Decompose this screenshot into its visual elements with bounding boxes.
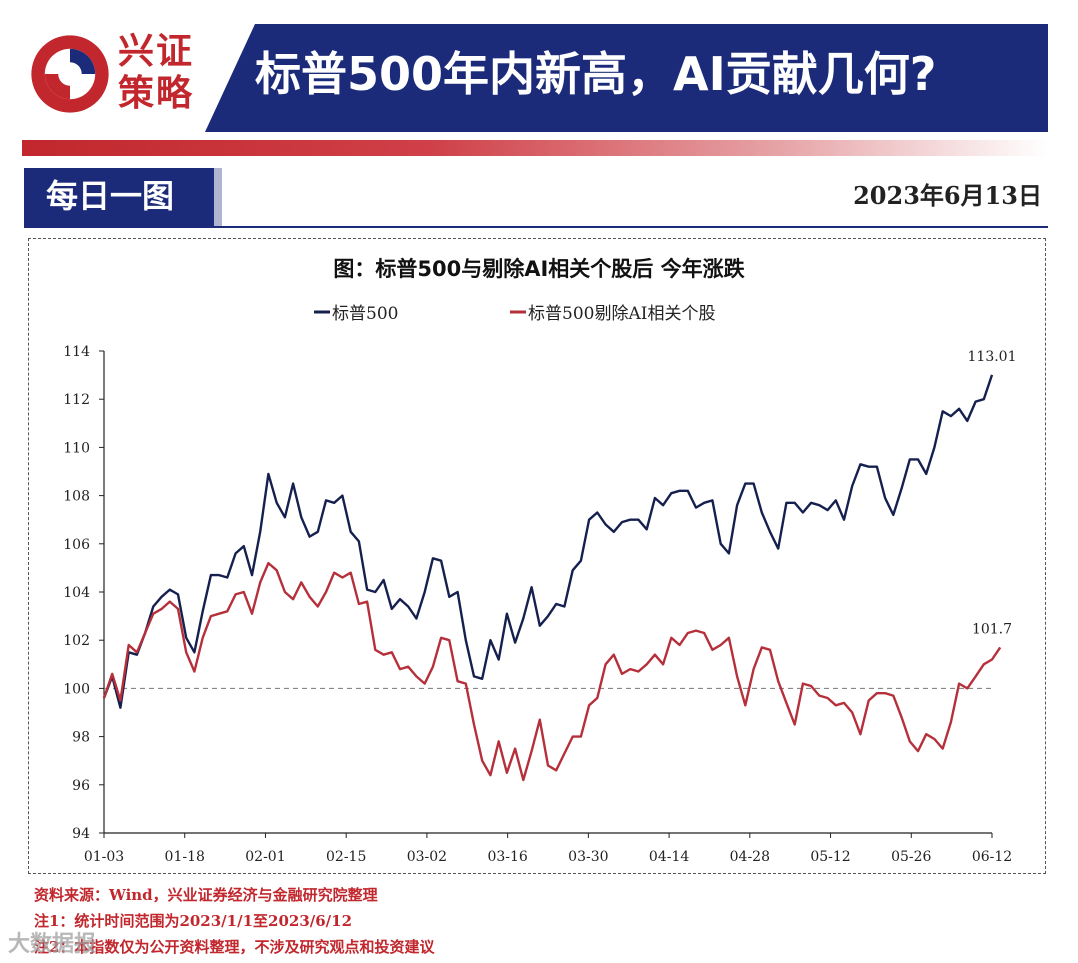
end-value-label: 101.7: [972, 621, 1012, 637]
y-tick-label: 108: [63, 489, 90, 505]
section-header-accent: [214, 168, 222, 226]
y-tick-label: 112: [63, 392, 90, 408]
y-tick-label: 96: [72, 778, 90, 794]
title-banner: [205, 24, 1048, 132]
footnotes: 资料来源：Wind，兴业证券经济与金融研究院整理 注1：统计时间范围为2023/…: [34, 882, 934, 960]
chart-frame: [28, 238, 1046, 874]
x-tick-label: 01-03: [84, 849, 124, 865]
y-tick-label: 100: [63, 681, 90, 697]
legend-label: 标普500: [332, 304, 398, 324]
chart-title: 图：标普500与剔除AI相关个股后 今年涨跌: [333, 257, 745, 281]
brand-name-line2: 策略: [118, 72, 195, 114]
y-tick-label: 104: [63, 585, 90, 601]
x-tick-label: 04-14: [649, 849, 689, 865]
y-tick-label: 114: [63, 344, 90, 360]
y-tick-label: 102: [63, 633, 90, 649]
brand-logo-icon: [31, 35, 109, 113]
page-title: 标普500年内新高，AI贡献几何?: [255, 47, 937, 101]
series-line-sp500-ex-ai: [102, 561, 1002, 782]
x-tick-label: 06-12: [972, 849, 1012, 865]
x-tick-label: 04-28: [730, 849, 770, 865]
x-tick-label: 01-18: [165, 849, 205, 865]
end-value-label: 113.01: [968, 349, 1017, 365]
footnote-2: 注2：本指数仅为公开资料整理，不涉及研究观点和投资建议: [34, 938, 435, 956]
divider-bar: [22, 140, 1048, 156]
brand-name-line1: 兴证: [118, 30, 195, 72]
x-tick-label: 03-16: [487, 849, 527, 865]
footnote-source: 资料来源：Wind，兴业证券经济与金融研究院整理: [34, 886, 378, 904]
x-tick-label: 02-01: [245, 849, 285, 865]
y-tick-label: 98: [72, 730, 90, 746]
section-title: 每日一图: [46, 177, 175, 215]
section-underline: [24, 226, 1048, 228]
footnote-1: 注1：统计时间范围为2023/1/1至2023/6/12: [34, 912, 353, 930]
y-tick-label: 94: [72, 826, 90, 842]
x-tick-label: 02-15: [326, 849, 366, 865]
legend-label: 标普500剔除AI相关个股: [528, 304, 715, 324]
y-tick-label: 110: [63, 440, 90, 456]
x-tick-label: 03-02: [407, 849, 447, 865]
x-tick-label: 05-26: [891, 849, 931, 865]
x-tick-label: 03-30: [568, 849, 608, 865]
publish-date: 2023年6月13日: [853, 181, 1042, 210]
watermark: 大数据报: [8, 932, 97, 957]
section-header: [24, 168, 214, 226]
x-tick-label: 05-12: [810, 849, 850, 865]
y-tick-label: 106: [63, 537, 90, 553]
brand-name: 兴证 策略: [118, 30, 213, 114]
series-line-sp500: [102, 374, 994, 709]
